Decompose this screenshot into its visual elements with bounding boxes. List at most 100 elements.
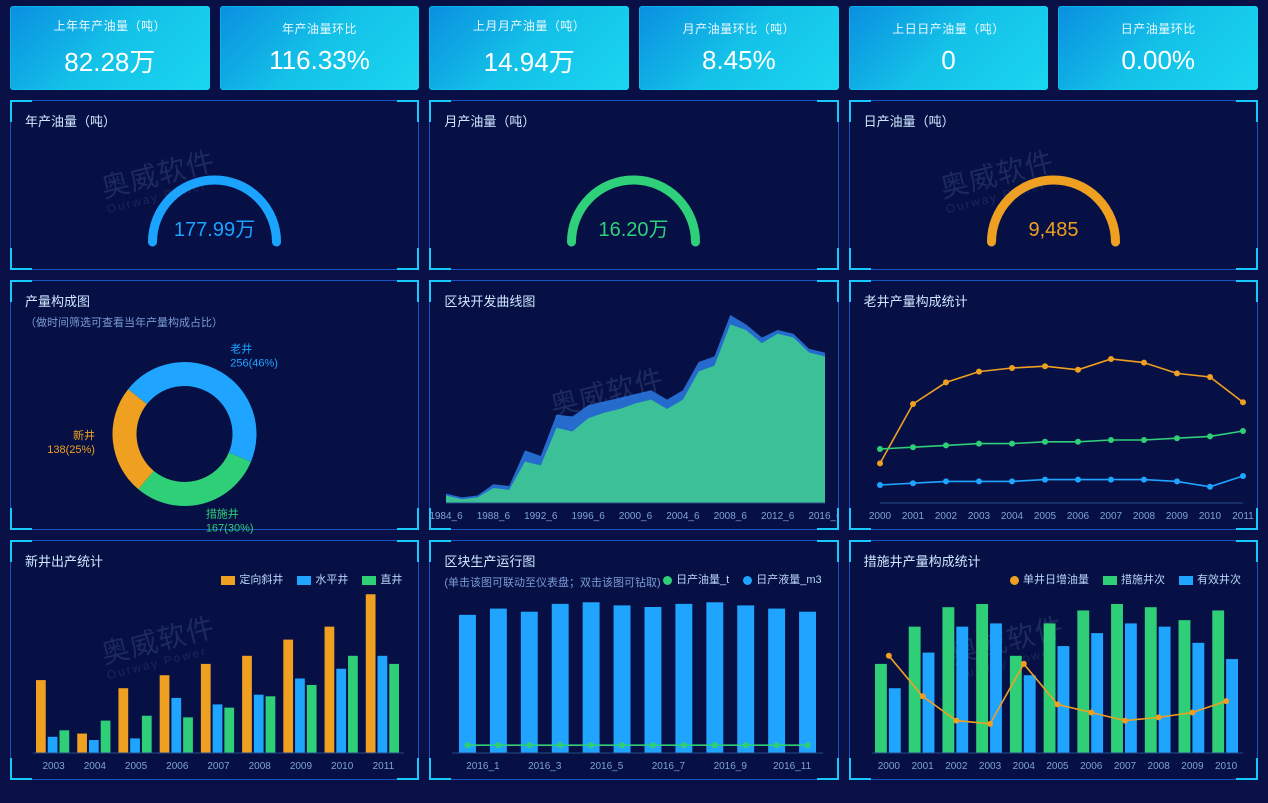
gauge-panel-month: 月产油量（吨） 16.20万 (429, 100, 838, 270)
legend-swatch (1103, 576, 1117, 585)
svg-text:2007: 2007 (1113, 761, 1136, 772)
svg-text:2008: 2008 (1147, 761, 1170, 772)
svg-text:2000: 2000 (877, 761, 900, 772)
donut-panel[interactable]: 产量构成图 （做时间筛选可查看当年产量构成占比） 老井256(46%)措施井16… (10, 280, 419, 530)
legend-swatch (663, 576, 672, 585)
legend-swatch (297, 576, 311, 585)
gauge-panel-year: 年产油量（吨） 奥威软件Ourway Power 177.99万 (10, 100, 419, 270)
svg-text:2010: 2010 (1215, 761, 1238, 772)
svg-text:16.20万: 16.20万 (599, 219, 669, 241)
kpi-value: 8.45% (702, 45, 776, 76)
area-chart[interactable]: 1984_61988_61992_61996_62000_62004_62008… (430, 307, 837, 525)
svg-text:2005: 2005 (1034, 511, 1057, 522)
svg-text:2009: 2009 (1166, 511, 1189, 522)
bars-right-panel[interactable]: 措施井产量构成统计 单井日增油量 措施井次 有效井次 奥威软件Ourway Po… (849, 540, 1258, 780)
mid-row: 产量构成图 （做时间筛选可查看当年产量构成占比） 老井256(46%)措施井16… (0, 280, 1268, 540)
kpi-label: 上日日产油量（吨） (892, 20, 1005, 37)
svg-text:2016_9: 2016_9 (714, 761, 748, 772)
svg-text:2010: 2010 (331, 761, 354, 772)
panel-title: 月产油量（吨） (430, 101, 837, 132)
gauge-row: 年产油量（吨） 奥威软件Ourway Power 177.99万 月产油量（吨）… (0, 100, 1268, 280)
svg-text:2008: 2008 (1133, 511, 1156, 522)
bar-chart[interactable]: 2016_1 2016_3 2016_5 2016_7 2016_9 2016_11 (430, 590, 837, 775)
svg-text:2010: 2010 (1199, 511, 1222, 522)
kpi-value: 0.00% (1121, 45, 1195, 76)
panel-title: 年产油量（吨） (11, 101, 418, 132)
donut-chart[interactable]: 老井256(46%)措施井167(30%)新井138(25%) (11, 334, 418, 534)
kpi-value: 14.94万 (484, 42, 575, 79)
panel-title: 日产油量（吨） (850, 101, 1257, 132)
svg-text:177.99万: 177.99万 (174, 219, 255, 241)
svg-text:2007: 2007 (1100, 511, 1123, 522)
svg-text:措施井: 措施井 (206, 506, 239, 520)
svg-text:2002: 2002 (935, 511, 958, 522)
svg-text:167(30%): 167(30%) (206, 522, 254, 534)
svg-text:2003: 2003 (979, 761, 1002, 772)
kpi-value: 82.28万 (64, 42, 155, 79)
svg-text:2011: 2011 (373, 761, 395, 772)
svg-text:2000_6: 2000_6 (619, 511, 653, 522)
svg-text:2016_6: 2016_6 (809, 511, 838, 522)
svg-text:2016_7: 2016_7 (652, 761, 686, 772)
svg-text:1984_6: 1984_6 (430, 511, 463, 522)
svg-text:2016_1: 2016_1 (467, 761, 501, 772)
kpi-card-3: 月产油量环比（吨） 8.45% (639, 6, 839, 90)
svg-text:2004: 2004 (84, 761, 107, 772)
line-chart[interactable]: 2000200120022003200420052006200720082009… (850, 307, 1257, 525)
kpi-label: 日产油量环比 (1121, 20, 1196, 37)
kpi-label: 上月月产油量（吨） (473, 17, 586, 34)
svg-text:138(25%): 138(25%) (47, 444, 95, 456)
svg-text:2006: 2006 (1067, 511, 1090, 522)
svg-text:2016_5: 2016_5 (590, 761, 624, 772)
svg-text:2003: 2003 (968, 511, 991, 522)
kpi-label: 上年年产油量（吨） (54, 17, 167, 34)
kpi-card-4: 上日日产油量（吨） 0 (849, 6, 1049, 90)
bars-mid-panel[interactable]: 区块生产运行图 (单击该图可联动至仪表盘；双击该图可钻取) 日产油量_t 日产液… (429, 540, 838, 780)
svg-text:2002: 2002 (945, 761, 968, 772)
bot-row: 新井出产统计 定向斜井 水平井 直井 奥威软件Ourway Power 2003… (0, 540, 1268, 790)
legend-swatch (1179, 576, 1193, 585)
svg-text:2004_6: 2004_6 (667, 511, 701, 522)
panel-sub: （做时间筛选可查看当年产量构成占比） (11, 312, 418, 334)
svg-text:2009: 2009 (1181, 761, 1204, 772)
panel-title: 新井出产统计 (11, 541, 418, 572)
legend-swatch (743, 576, 752, 585)
svg-text:2006: 2006 (166, 761, 189, 772)
svg-text:2003: 2003 (42, 761, 65, 772)
svg-text:2007: 2007 (207, 761, 230, 772)
kpi-card-0: 上年年产油量（吨） 82.28万 (10, 6, 210, 90)
svg-text:2001: 2001 (911, 761, 934, 772)
legend-swatch (221, 576, 235, 585)
legend: 日产油量_t 日产液量_m3 (663, 571, 822, 587)
kpi-card-5: 日产油量环比 0.00% (1058, 6, 1258, 90)
svg-text:1988_6: 1988_6 (477, 511, 511, 522)
kpi-card-1: 年产油量环比 116.33% (220, 6, 420, 90)
gauge-chart: 16.20万 (430, 132, 837, 267)
legend-swatch (1010, 576, 1019, 585)
svg-text:2008_6: 2008_6 (714, 511, 748, 522)
svg-text:2016_3: 2016_3 (528, 761, 562, 772)
svg-text:2016_11: 2016_11 (773, 761, 812, 772)
bar-chart[interactable]: 200320042005200620072008200920102011 (11, 585, 418, 775)
kpi-label: 月产油量环比（吨） (683, 20, 796, 37)
svg-text:1992_6: 1992_6 (524, 511, 558, 522)
svg-text:2005: 2005 (1046, 761, 1069, 772)
area-panel[interactable]: 区块开发曲线图 奥威软件Ourway Power 1984_61988_6199… (429, 280, 838, 530)
line3-panel[interactable]: 老井产量构成统计 2000200120022003200420052006200… (849, 280, 1258, 530)
svg-text:2009: 2009 (290, 761, 313, 772)
kpi-row: 上年年产油量（吨） 82.28万 年产油量环比 116.33% 上月月产油量（吨… (0, 0, 1268, 100)
svg-text:2001: 2001 (902, 511, 925, 522)
bars-left-panel[interactable]: 新井出产统计 定向斜井 水平井 直井 奥威软件Ourway Power 2003… (10, 540, 419, 780)
svg-text:新井: 新井 (73, 428, 95, 442)
kpi-label: 年产油量环比 (282, 20, 357, 37)
bar-chart[interactable]: 2000200120022003200420052006200720082009… (850, 585, 1257, 775)
svg-text:2000: 2000 (869, 511, 892, 522)
svg-text:2006: 2006 (1080, 761, 1103, 772)
panel-title: 区块生产运行图 (430, 541, 837, 572)
kpi-value: 116.33% (269, 45, 370, 76)
svg-text:老井: 老井 (230, 342, 252, 356)
kpi-card-2: 上月月产油量（吨） 14.94万 (429, 6, 629, 90)
kpi-value: 0 (941, 45, 955, 76)
svg-text:2011: 2011 (1232, 511, 1254, 522)
legend-swatch (362, 576, 376, 585)
